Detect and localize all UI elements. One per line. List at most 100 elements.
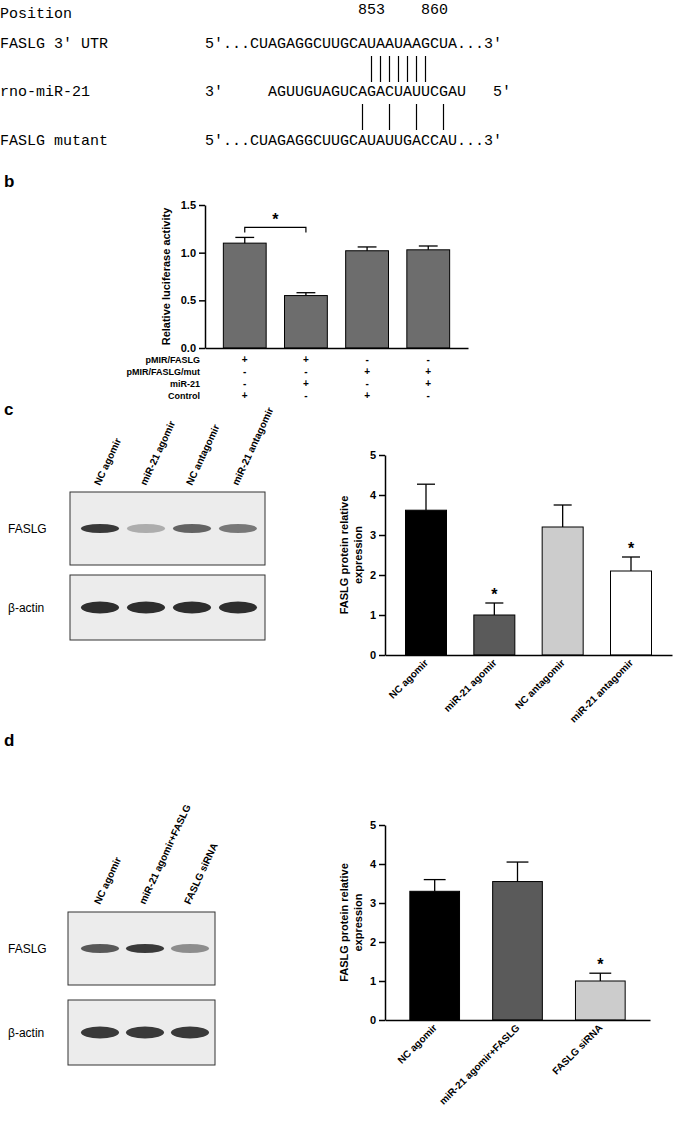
- significance-star: *: [597, 956, 604, 973]
- pairing-line: [362, 104, 363, 130]
- pairing-line: [416, 56, 417, 82]
- y-axis-line: [385, 456, 387, 656]
- bar-chart: 012345NC agomirmiR-21 agomirNC antagomir…: [338, 449, 673, 725]
- figure-svg: Position 853 860 FASLG 3′ UTR 5′...CUAGAGGCU…: [0, 0, 685, 1147]
- x-tick: miR-21 agomir: [442, 657, 499, 714]
- lane-label: miR-21 agomir+FASLG: [137, 803, 193, 906]
- lane-label: miR-21 antagomir: [230, 406, 276, 487]
- bars: [223, 237, 449, 348]
- condition-sign: +: [242, 390, 248, 401]
- error-cap: [296, 292, 315, 293]
- y-axis-title: expression: [352, 526, 364, 584]
- position-number: 853: [358, 2, 385, 19]
- y-tick-label: 4: [370, 489, 377, 501]
- y-tick: 5: [370, 819, 385, 831]
- x-tick: NC agomir: [387, 657, 431, 701]
- x-axis: NC agomirmiR-21 agomir+FASLG FASLG siRNA: [386, 1021, 651, 1107]
- bars: [410, 862, 625, 1020]
- blot-frame: [70, 492, 265, 565]
- western-blot: NC agomir miR-21 agomirNC antagomirmiR-21…: [8, 406, 276, 640]
- y-axis-title: FASLG protein relative: [338, 863, 350, 982]
- blot-band: [81, 1027, 119, 1039]
- western-blot: NC agomir miR-21 agomir+FASLGFASLG siRNA F…: [8, 803, 220, 1065]
- pairing-line: [407, 56, 408, 82]
- blot-band: [173, 524, 211, 533]
- y-tick-label: 1: [370, 609, 376, 621]
- condition-sign: +: [364, 390, 370, 401]
- error-cap: [417, 484, 435, 485]
- y-axis-title: FASLG protein relative: [338, 496, 350, 615]
- x-tick-label: NC agomir: [395, 1022, 439, 1066]
- pairing-line: [371, 56, 372, 82]
- pairing-line: [380, 56, 381, 82]
- y-tick-mark: [379, 903, 385, 905]
- error-bar: [630, 557, 631, 571]
- error-bar: [494, 603, 495, 615]
- x-axis-line: [386, 1020, 651, 1022]
- blot-band: [219, 524, 257, 533]
- figure: Position 853 860 FASLG 3′ UTR 5′...CUAGAGGCU…: [0, 0, 685, 1147]
- pairing-line: [389, 56, 390, 82]
- pairing-line: [389, 104, 390, 130]
- x-tick-label: miR-21 antagomir: [568, 657, 636, 725]
- blot-band: [81, 944, 119, 953]
- blot-band: [126, 944, 164, 953]
- blot-band: [126, 1027, 164, 1039]
- pairing-line: [443, 104, 444, 130]
- y-tick-label: 0: [370, 1014, 376, 1026]
- blot-band: [171, 944, 209, 953]
- y-tick-label: 0.5: [181, 294, 196, 306]
- y-tick-label: 3: [370, 529, 376, 541]
- y-tick-label: 5: [370, 819, 376, 831]
- error-bar: [562, 505, 563, 527]
- y-tick: 3: [370, 529, 385, 541]
- y-tick: 1.5: [181, 199, 205, 211]
- y-axis-line: [205, 206, 207, 349]
- lane-label: NC antagomir: [184, 423, 222, 487]
- panel-label: c: [4, 400, 13, 419]
- y-tick-mark: [199, 205, 205, 207]
- blot-row-label: FASLG: [8, 522, 47, 536]
- y-tick: 5: [370, 449, 385, 461]
- y-tick-mark: [199, 300, 205, 302]
- y-tick-label: 1.5: [181, 199, 196, 211]
- sequence: 5′...CUAGAGGCUUGCAUAAUAAGCUA...3′: [205, 36, 502, 53]
- y-axis: 012345: [370, 819, 386, 1026]
- condition-label: miR-21: [170, 379, 200, 389]
- bars: [406, 484, 652, 655]
- blot-row-label: FASLG: [8, 942, 47, 956]
- y-axis-title: Relative luciferase activity: [160, 207, 172, 345]
- blot-band: [81, 602, 119, 614]
- blot-row-label: β-actin: [8, 1026, 44, 1040]
- x-tick-label: FASLG siRNA: [550, 1022, 605, 1077]
- blot-band: [173, 602, 211, 614]
- x-tick: FASLG siRNA: [550, 1022, 605, 1077]
- lane-label: miR-21 agomir: [138, 419, 177, 487]
- bar: [611, 571, 652, 655]
- x-tick: NC antagomir: [513, 657, 567, 711]
- lane-label: FASLG siRNA: [182, 841, 220, 906]
- condition-sign: -: [427, 354, 430, 365]
- y-tick-mark: [379, 655, 385, 657]
- bar: [542, 527, 583, 655]
- sequence-label: rno-miR-21: [0, 84, 90, 101]
- y-tick-mark: [379, 495, 385, 497]
- lane-label: NC agomir: [92, 855, 123, 906]
- bar: [407, 250, 450, 348]
- lane-label: NC agomir: [92, 436, 123, 487]
- sequence-label: FASLG 3′ UTR: [0, 36, 108, 53]
- error-bar: [244, 237, 245, 243]
- bar-chart: 012345 NC agomirmiR-21 agomir+FASLG FASLG …: [338, 819, 651, 1107]
- error-cap: [235, 237, 254, 238]
- condition-sign: +: [364, 366, 370, 377]
- alignment: Position 853 860 FASLG 3′ UTR 5′...CUAGAGGCU…: [0, 2, 511, 150]
- blot-frame: [68, 1000, 215, 1065]
- position-label: Position: [0, 6, 72, 23]
- position-number: 860: [421, 2, 448, 19]
- condition-sign: -: [365, 378, 368, 389]
- condition-sign: +: [425, 366, 431, 377]
- error-bar: [517, 862, 518, 882]
- panel-label: d: [4, 731, 14, 750]
- x-tick: miR-21 agomir+FASLG: [437, 1022, 522, 1107]
- y-tick: 2: [370, 936, 385, 948]
